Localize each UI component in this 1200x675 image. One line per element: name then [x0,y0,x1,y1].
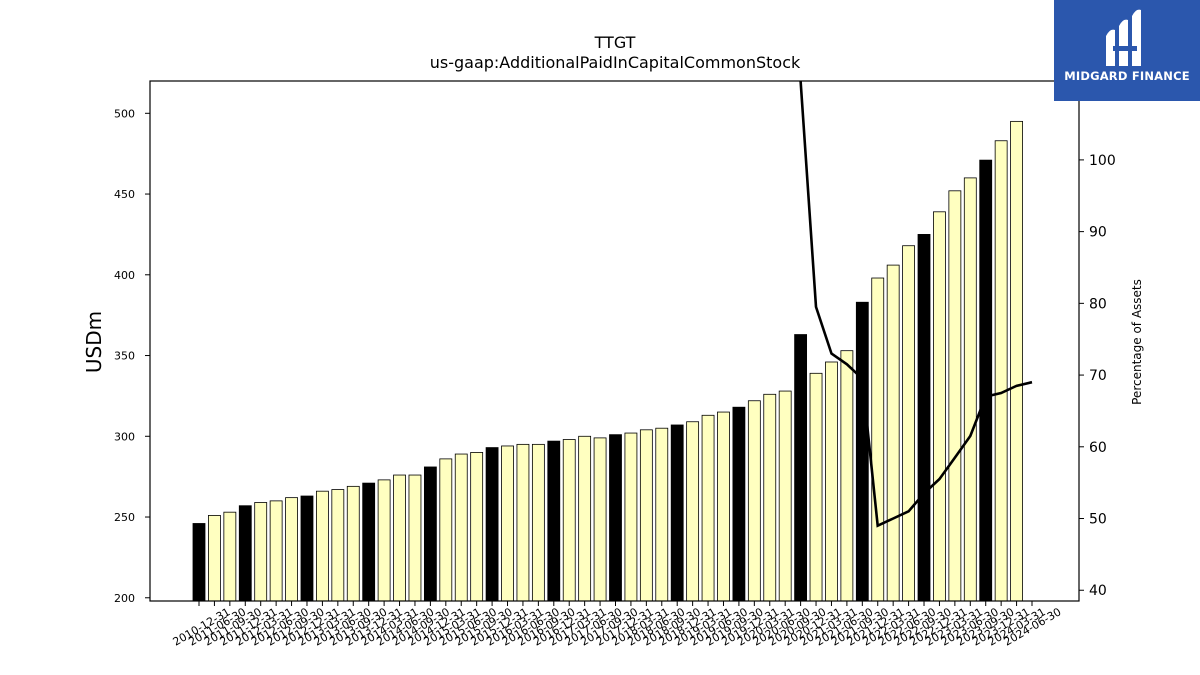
x-axis: 2010-12-312011-06-302011-09-302011-12-31… [171,601,1064,649]
y2-tick-label: 50 [1089,512,1107,528]
y2-tick-label: 60 [1089,440,1107,456]
y2-tick-label: 40 [1089,583,1107,599]
bar-2014-03-31 [393,474,406,602]
bar-2015-09-30 [485,447,499,602]
bar-2018-12-31 [686,421,700,602]
bar-2020-09-30 [794,334,808,602]
bar-2016-09-30 [547,440,561,602]
plot-frame [149,80,1080,602]
bar-2024-03-31 [1010,120,1023,602]
y2-axis: 40 50 60 70 80 90 100 [1079,153,1116,599]
y-tick-label: 200 [114,592,135,605]
bar-2016-06-30 [531,443,545,602]
y-tick-label: 450 [114,188,135,201]
y-tick-label: 250 [114,511,135,524]
bar-2020-12-31 [809,372,823,602]
bar-2019-03-31 [701,414,715,602]
bar-2019-06-30 [717,411,730,602]
bar-2010-12-31 [192,523,206,602]
bar-2021-03-31 [825,361,838,602]
line-percentage-of-assets [799,81,1033,528]
line-layer [799,81,1033,528]
bar-2014-09-30 [423,466,437,602]
bar-2022-12-31 [933,211,946,602]
brand-name: MIDGARD FINANCE [1064,69,1190,83]
y-tick-label: 500 [114,107,135,120]
bar-2011-12-31 [254,502,268,602]
bar-2016-03-31 [516,443,530,602]
bar-2011-06-30 [223,511,237,602]
bar-2017-06-30 [593,437,607,602]
bar-2019-12-31 [747,400,761,602]
bar-2013-09-30 [362,482,376,602]
bar-2019-09-30 [732,406,746,602]
bar-2018-03-31 [639,429,653,602]
y-tick-label: 300 [114,430,135,443]
bar-2013-03-31 [331,489,345,602]
bar-2022-09-30 [917,234,931,602]
bar-2015-12-31 [501,445,514,602]
y2-axis-label: Percentage of Assets [1130,279,1144,405]
bar-2017-09-30 [609,434,622,602]
bar-2013-12-31 [377,479,391,602]
bar-2012-03-31 [269,500,283,602]
bar-2014-12-31 [439,458,453,602]
bar-2018-06-30 [655,427,669,602]
bar-2023-03-31 [948,190,962,602]
bar-2015-06-30 [470,452,484,602]
y2-tick-label: 100 [1089,153,1116,169]
bar-2022-06-30 [902,245,915,602]
logo-mark-icon [1106,9,1141,66]
bar-2011-09-30 [238,505,252,602]
bar-2013-06-30 [346,485,360,602]
y2-tick-label: 90 [1089,225,1107,241]
bar-2022-03-31 [886,264,900,602]
bar-2021-09-30 [855,301,869,602]
y2-tick-label: 80 [1089,296,1107,312]
bar-2017-03-31 [578,435,592,602]
bar-2018-09-30 [670,424,684,602]
bar-2020-06-30 [778,390,792,602]
bar-2020-03-31 [763,393,777,602]
bar-2014-06-30 [408,474,422,602]
bar-2023-06-30 [963,177,977,602]
bar-2017-12-31 [624,432,638,602]
y2-tick-label: 70 [1089,368,1107,384]
bar-2016-12-31 [562,439,576,602]
bar-2021-12-31 [871,277,885,602]
brand-logo: MIDGARD FINANCE [1054,0,1200,101]
bar-2015-03-31 [454,453,468,602]
y-axis: 200 250 300 350 400 450 500 [114,107,150,605]
bars-layer [192,120,1023,602]
y-tick-label: 350 [114,350,135,363]
bar-2011-03-31 [208,515,221,602]
y-tick-label: 400 [114,269,135,282]
y-axis-label: USDm [82,311,106,373]
chart-title: TTGT [594,33,636,52]
bar-2012-12-31 [316,490,329,602]
chart-subtitle: us-gaap:AdditionalPaidInCapitalCommonSto… [430,53,801,72]
bar-2012-09-30 [300,495,314,602]
bar-2023-09-30 [979,159,993,602]
bar-2012-06-30 [285,497,298,602]
bar-2021-06-30 [840,350,854,602]
bar-2023-12-31 [994,140,1008,602]
